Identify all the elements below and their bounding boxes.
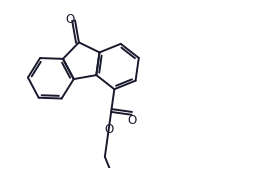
Text: O: O xyxy=(65,13,74,26)
Text: O: O xyxy=(127,114,136,127)
Text: O: O xyxy=(105,123,114,136)
